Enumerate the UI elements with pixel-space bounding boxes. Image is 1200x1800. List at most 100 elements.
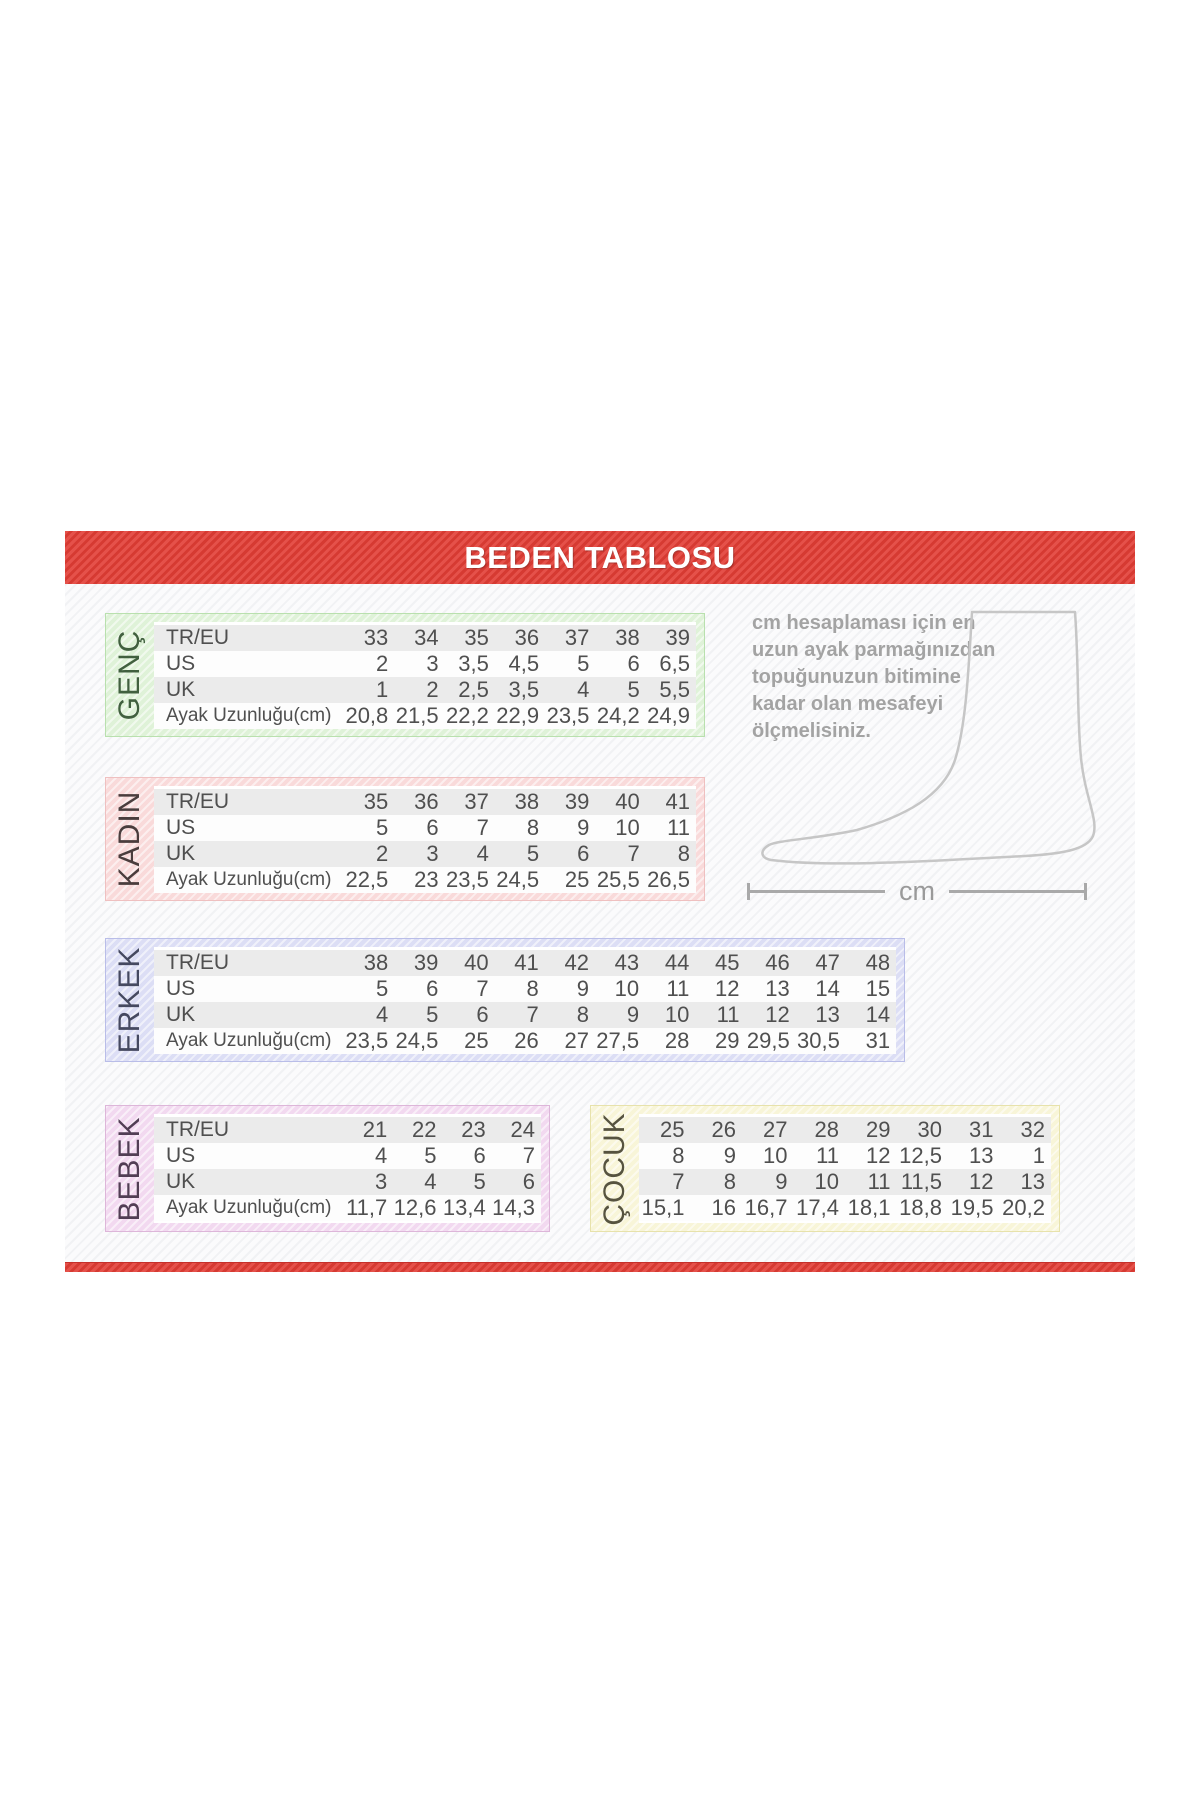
size-cell: 26 (711, 1117, 736, 1142)
size-cell: 33 (363, 625, 389, 650)
size-cell: 3,5 (508, 677, 540, 702)
size-cell: 17,4 (796, 1195, 839, 1220)
size-cell: 12 (969, 1169, 994, 1194)
size-cell: 5 (473, 1169, 486, 1194)
group-label-genc-wrap: GENÇ (106, 614, 154, 736)
size-cell: 3 (375, 1169, 388, 1194)
group-label-kadin: KADIN (113, 790, 146, 888)
size-cell: 8 (526, 976, 539, 1001)
cm-unit-label: cm (899, 876, 935, 906)
size-cell: 6 (577, 841, 590, 866)
size-cell: 14 (865, 1002, 891, 1027)
size-cell: 12 (866, 1143, 891, 1168)
measure-tick-right (1084, 882, 1087, 900)
size-cell: 22,2 (446, 703, 489, 728)
foot-outline-path (761, 610, 1096, 865)
size-cell: 13 (815, 1002, 840, 1027)
size-cell: 23,5 (446, 867, 489, 892)
size-cell: 6 (426, 815, 439, 840)
size-cell: 27,5 (596, 1028, 640, 1053)
size-cell: 4 (577, 677, 590, 702)
size-cell: 13 (765, 976, 790, 1001)
size-cell: 38 (363, 950, 389, 975)
size-cell: 7 (526, 1002, 539, 1027)
size-cell: 9 (576, 976, 589, 1001)
note-line: cm hesaplaması için en (752, 612, 976, 634)
cm-measure-line: cm (747, 876, 1087, 906)
size-cell: 5 (627, 677, 640, 702)
size-cell: 5 (375, 976, 389, 1001)
size-cell: 20,2 (1002, 1195, 1045, 1220)
size-cell: 23 (461, 1117, 486, 1142)
size-cell: 32 (1020, 1117, 1045, 1142)
size-cell: 30 (917, 1117, 942, 1142)
size-cell: 38 (514, 789, 540, 814)
size-cell: 24,5 (395, 1028, 439, 1053)
row-label: UK (166, 1003, 196, 1026)
size-cell: 2,5 (458, 677, 489, 702)
size-row: UK 3 4 5 6 (154, 1169, 541, 1195)
size-cell: 14,3 (492, 1195, 535, 1220)
size-rows-bebek: TR/EU 21 22 23 24 US 4 5 6 7 UK 3 4 5 6 Ayak Uzunluğu(c… (154, 1114, 541, 1223)
size-row: TR/EU 38 39 40 41 42 43 44 45 46 47 48 (154, 950, 896, 976)
group-label-genc: GENÇ (113, 629, 146, 721)
size-cell: 37 (464, 789, 489, 814)
size-cell: 29 (715, 1028, 740, 1053)
bottom-red-bar (65, 1262, 1135, 1272)
size-cell: 15,1 (641, 1195, 685, 1220)
size-cell: 24,5 (496, 867, 540, 892)
row-label: Ayak Uzunluğu(cm) (166, 1030, 332, 1051)
size-cell: 6 (627, 651, 640, 676)
size-cell: 11 (667, 815, 690, 840)
size-cell: 7 (522, 1143, 535, 1168)
size-cell: 45 (715, 950, 740, 975)
row-label: Ayak Uzunluğu(cm) (166, 705, 332, 726)
size-cell: 8 (526, 815, 540, 840)
size-cell: 13,4 (442, 1195, 486, 1220)
size-cell: 13 (1020, 1169, 1045, 1194)
size-cell: 7 (627, 841, 640, 866)
size-cell: 3,5 (458, 651, 489, 676)
row-label: UK (166, 842, 196, 865)
size-cell: 40 (464, 950, 489, 975)
row-label: US (166, 1144, 196, 1167)
size-cell: 31 (969, 1117, 994, 1142)
size-cell: 6 (522, 1169, 535, 1194)
size-cell: 3 (426, 841, 439, 866)
size-cell: 7 (672, 1169, 685, 1194)
size-cell: 5 (526, 841, 540, 866)
size-table-genc: GENÇ TR/EU 33 34 35 36 37 38 39 US 2 3 3,5 4,5 5 6 6,5 U… (105, 613, 705, 737)
size-cell: 19,5 (950, 1195, 994, 1220)
measure-tick-left (747, 882, 750, 900)
size-row: Ayak Uzunluğu(cm) 11,7 12,6 13,4 14,3 (154, 1195, 541, 1221)
size-cell: 20,8 (345, 703, 389, 728)
size-cell: 24,9 (647, 703, 690, 728)
size-row: US 4 5 6 7 (154, 1143, 541, 1169)
size-row: UK 1 2 2,5 3,5 4 5 5,5 (154, 677, 696, 703)
size-cell: 4 (375, 1143, 388, 1168)
size-row: Ayak Uzunluğu(cm) 20,8 21,5 22,2 22,9 23,5 24,… (154, 703, 696, 729)
size-cell: 11 (666, 976, 690, 1001)
row-label: US (166, 652, 196, 675)
size-cell: 35 (464, 625, 489, 650)
size-cell: 25 (660, 1117, 685, 1142)
row-label: TR/EU (166, 790, 229, 813)
size-cell: 43 (614, 950, 640, 975)
size-cell: 26,5 (647, 867, 690, 892)
size-cell: 4 (424, 1169, 437, 1194)
size-row: TR/EU 21 22 23 24 (154, 1117, 541, 1143)
size-cell: 29 (866, 1117, 891, 1142)
size-cell: 21,5 (395, 703, 439, 728)
size-cell: 25 (564, 867, 590, 892)
size-cell: 9 (626, 1002, 640, 1027)
size-cell: 1 (1032, 1143, 1045, 1168)
size-table-bebek: BEBEK TR/EU 21 22 23 24 US 4 5 6 7 UK 3 4 5 6 Ayak Uzun… (105, 1105, 550, 1232)
size-cell: 8 (677, 841, 690, 866)
size-cell: 11 (716, 1002, 740, 1027)
size-rows-erkek: TR/EU 38 39 40 41 42 43 44 45 46 47 48 US 5 6 7 8 9 10 11 12… (154, 947, 896, 1054)
size-cell: 3 (426, 651, 439, 676)
size-row: UK 4 5 6 7 8 9 10 11 12 13 14 (154, 1002, 896, 1028)
size-cell: 26 (514, 1028, 539, 1053)
foot-illustration (761, 610, 1096, 865)
